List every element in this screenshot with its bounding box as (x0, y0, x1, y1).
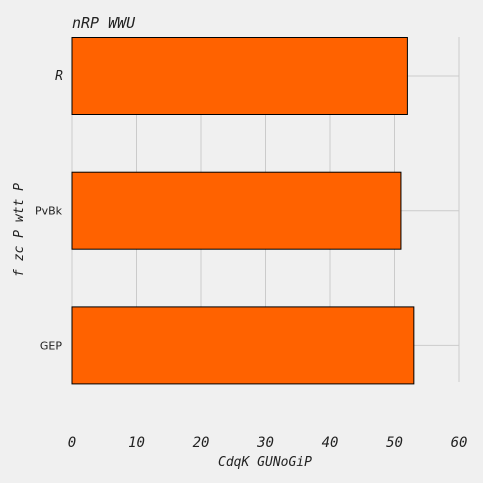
x-tick-label: 50 (386, 435, 403, 451)
y-tick-label: GEP (40, 339, 62, 352)
x-tick-label: 30 (256, 435, 274, 451)
x-axis-label: CdqK GUNoGiP (218, 455, 312, 470)
x-tick-label: 10 (128, 435, 145, 451)
bar-gep (71, 306, 415, 385)
bar-layer (71, 37, 415, 385)
chart-title: nRP WWU (72, 14, 136, 32)
x-tick-label: 20 (193, 435, 210, 451)
x-tick-label: 60 (451, 435, 468, 451)
x-tick-label: 40 (322, 435, 339, 451)
y-tick-label: R (55, 69, 63, 84)
y-tick-label: PvBk (35, 205, 63, 218)
bar-pvbk (71, 171, 402, 250)
y-axis-label: f zc P wtt P (12, 183, 27, 277)
bar-r (71, 37, 408, 115)
x-tick-label: 0 (68, 435, 76, 451)
tick-layer: 0 10 20 30 40 50 60 R PvBk GEP (35, 69, 467, 451)
